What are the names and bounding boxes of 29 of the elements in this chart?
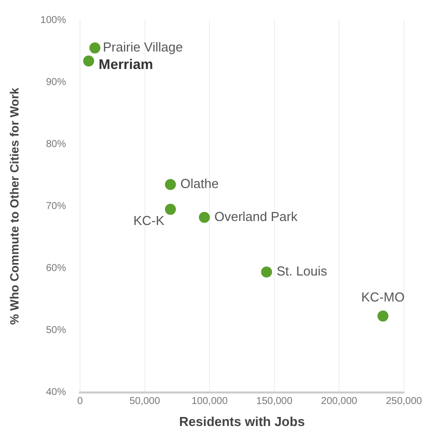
- annotation: Prairie Village: [102, 40, 183, 55]
- x-axis-title: Residents with Jobs: [179, 414, 305, 429]
- x-tick-label: 250,000: [386, 396, 422, 408]
- y-tick-label: 70%: [46, 200, 66, 212]
- annotation: KC-MO: [361, 290, 405, 305]
- y-tick-label: 60%: [46, 263, 66, 274]
- point: [261, 266, 272, 278]
- point: [83, 55, 94, 66]
- annotation: Merriam: [98, 56, 154, 72]
- x-tick-label: 0: [77, 396, 84, 408]
- point: [164, 204, 176, 215]
- x-tick-label: 150,000: [256, 396, 293, 408]
- y-tick-label: 80%: [46, 138, 66, 150]
- x-tick-label: 100,000: [191, 396, 228, 408]
- point: [164, 178, 176, 190]
- y-tick-label: 100%: [40, 14, 66, 26]
- annotation: St. Louis: [276, 264, 328, 279]
- y-tick-label: 40%: [46, 387, 66, 398]
- x-tick-label: 50,000: [129, 396, 160, 408]
- point: [198, 212, 210, 223]
- annotation: KC-K: [133, 212, 165, 228]
- y-tick-label: 50%: [46, 325, 66, 336]
- x-tick-label: 200,000: [321, 396, 358, 408]
- y-axis-title: % Who Commute to Other Cities for Work: [8, 87, 22, 325]
- annotation: Overland Park: [214, 208, 298, 224]
- y-tick-label: 90%: [46, 76, 66, 88]
- point: [89, 42, 100, 54]
- annotation: Olathe: [180, 176, 219, 192]
- point: [377, 310, 388, 322]
